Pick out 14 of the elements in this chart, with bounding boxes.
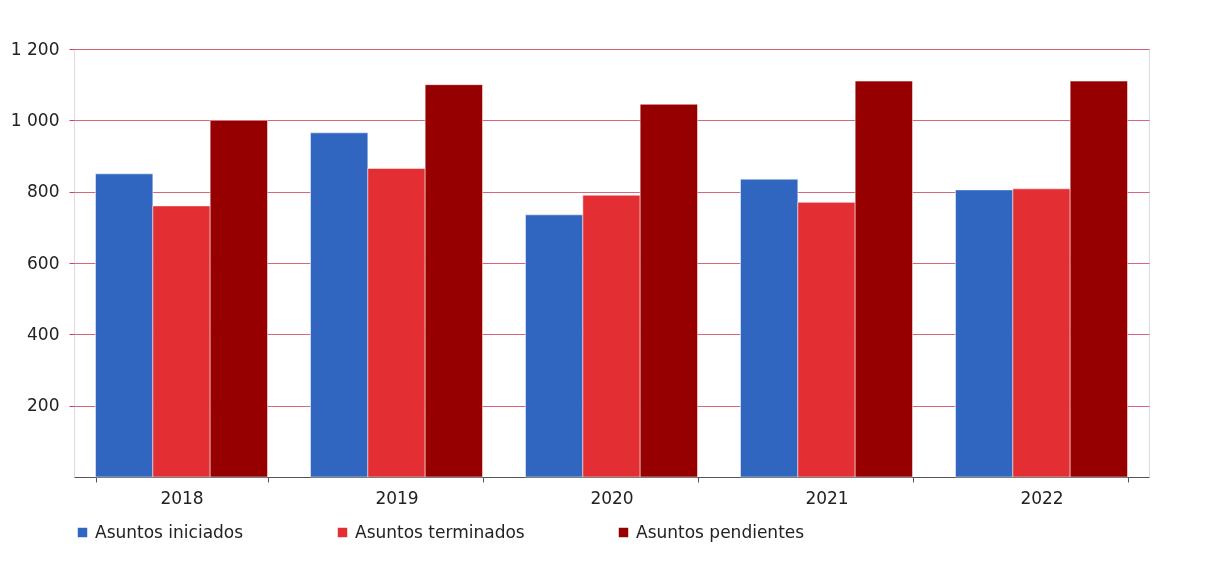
y-tick-label: 1 000 <box>10 109 60 130</box>
legend-label: Asuntos pendientes <box>636 521 805 542</box>
y-tick-label: 600 <box>27 252 60 273</box>
y-tick-label: 400 <box>27 323 60 344</box>
x-tick-label: 2020 <box>590 487 634 508</box>
x-tick-label: 2021 <box>805 487 849 508</box>
x-tick-label: 2022 <box>1020 487 1064 508</box>
x-tick-label: 2019 <box>375 487 419 508</box>
y-tick-label: 200 <box>27 395 60 416</box>
y-tick-label: 1 200 <box>10 38 60 59</box>
legend-label: Asuntos terminados <box>355 521 525 542</box>
y-tick-label: 800 <box>27 181 60 202</box>
legend-label: Asuntos iniciados <box>95 521 244 542</box>
x-tick-label: 2018 <box>160 487 204 508</box>
